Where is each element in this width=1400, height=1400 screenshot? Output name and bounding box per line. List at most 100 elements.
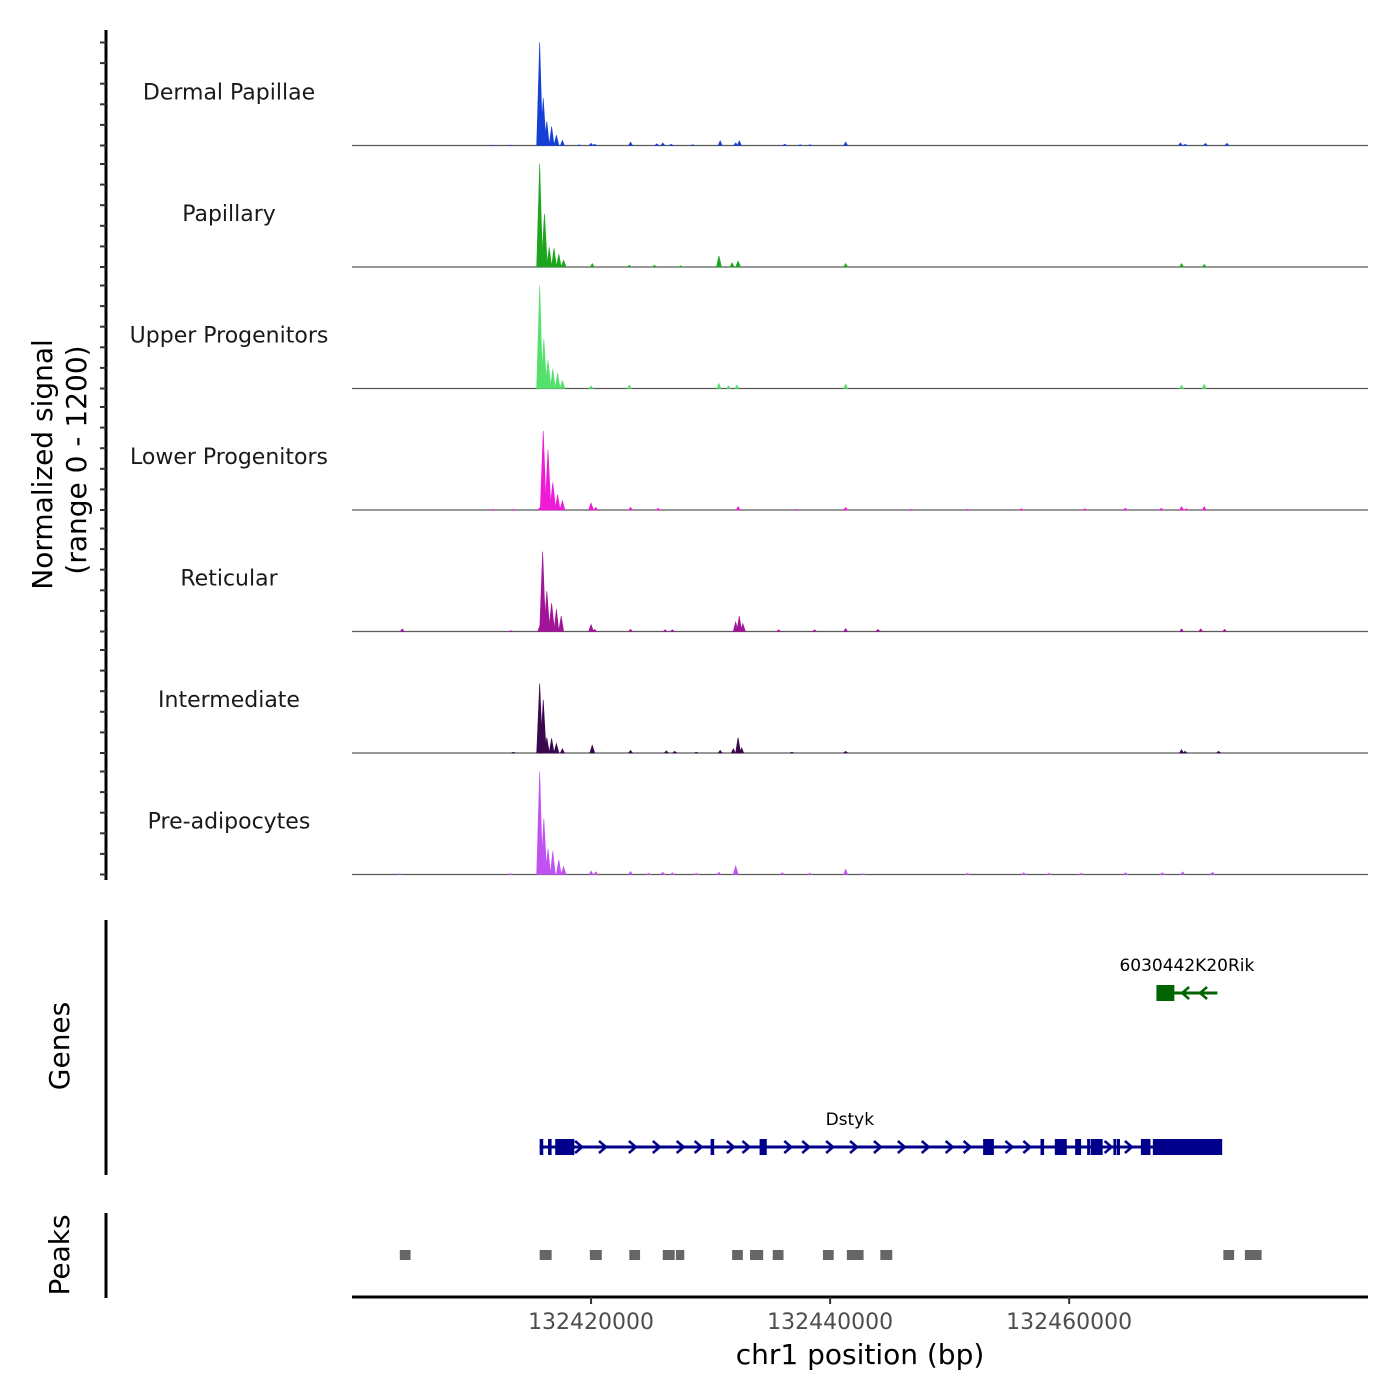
track-dermal-papillae: Dermal Papillae — [143, 42, 1368, 147]
signal-peak — [736, 616, 743, 632]
strand-arrow — [741, 1140, 752, 1154]
signal-peak — [559, 139, 565, 146]
gene-exon — [1075, 1139, 1082, 1155]
signal-peak — [399, 628, 405, 632]
gene-name-label: Dstyk — [826, 1110, 875, 1130]
signal-peak — [655, 507, 661, 511]
track-lower-progenitors: Lower Progenitors — [130, 431, 1368, 511]
signal-peak — [588, 385, 594, 389]
signal-peak — [807, 144, 812, 146]
track-label: Reticular — [180, 567, 278, 592]
strand-arrow — [693, 1140, 704, 1154]
signal-peak — [651, 264, 658, 268]
y-axis-title: Normalized signal (range 0 - 1200) — [26, 330, 93, 589]
signal-peak — [717, 749, 723, 754]
signal-peak — [1122, 872, 1129, 875]
signal-peak — [965, 508, 970, 511]
coverage-y-ticks — [100, 41, 106, 876]
signal-peak — [627, 870, 634, 875]
peak-region — [399, 1250, 411, 1260]
signal-peak — [735, 505, 741, 511]
strand-arrow — [944, 1140, 955, 1154]
strand-arrow — [1180, 986, 1190, 1000]
strand-arrow — [628, 1140, 638, 1154]
signal-peak — [843, 262, 849, 268]
strand-arrow — [726, 1140, 736, 1154]
signal-peak — [626, 384, 632, 389]
signal-peak — [1209, 871, 1216, 875]
signal-peak — [397, 873, 402, 875]
signal-peak — [716, 382, 722, 389]
peak-region — [750, 1250, 764, 1260]
track-intermediate: Intermediate — [158, 683, 1368, 754]
signal-peak — [789, 751, 794, 754]
signal-peak — [560, 865, 567, 875]
signal-peak — [490, 508, 496, 511]
signal-peak — [909, 508, 914, 511]
coverage-tracks: Dermal Papillae Papillary Upper Progenitor… — [130, 42, 1368, 876]
signal-peak — [543, 591, 551, 632]
gene-exon — [1087, 1139, 1091, 1155]
signal-peak — [554, 494, 561, 511]
signal-peak — [588, 142, 594, 146]
signal-peak — [1180, 871, 1186, 875]
peak-region — [589, 1250, 602, 1260]
signal-peak — [716, 871, 722, 875]
strand-arrow — [598, 1140, 608, 1154]
peak-region — [772, 1250, 784, 1260]
signal-peak — [779, 872, 786, 875]
x-tick-label: 132460000 — [1006, 1310, 1132, 1335]
signal-peak — [734, 384, 740, 389]
signal-peak — [539, 551, 546, 632]
gene-exon — [1156, 985, 1175, 1001]
signal-peak — [806, 872, 813, 875]
peak-region — [662, 1250, 675, 1260]
signal-peak — [781, 143, 788, 146]
signal-peak — [627, 506, 634, 511]
signal-peak — [539, 699, 547, 754]
signal-peak — [551, 248, 557, 268]
signal-peak — [875, 628, 881, 632]
signal-peak — [663, 750, 670, 754]
signal-peak — [539, 98, 547, 146]
track-label: Intermediate — [158, 688, 300, 713]
gene-exon — [548, 1139, 552, 1155]
signal-peak — [1198, 628, 1204, 632]
signal-peak — [511, 508, 516, 511]
signal-peak — [690, 144, 695, 146]
signal-peak — [1224, 142, 1230, 146]
signal-peak — [1201, 383, 1207, 389]
gene-track: 6030442K20Rik Dstyk — [539, 956, 1255, 1155]
gene-exon — [1140, 1139, 1151, 1155]
signal-peak — [775, 629, 782, 632]
signal-peak — [735, 260, 742, 268]
gene-exon — [983, 1139, 994, 1155]
track-reticular: Reticular — [180, 551, 1368, 633]
signal-peak — [577, 144, 582, 146]
signal-peak — [730, 747, 736, 754]
signal-peak — [555, 254, 562, 268]
signal-peak — [729, 261, 735, 268]
signal-peak — [1221, 628, 1228, 632]
signal-peak — [591, 143, 598, 146]
signal-peak — [811, 629, 818, 632]
track-label: Papillary — [182, 202, 276, 227]
signal-peak — [732, 864, 739, 875]
track-label: Lower Progenitors — [130, 445, 328, 470]
signal-peak — [843, 868, 849, 875]
signal-peak — [843, 506, 849, 511]
signal-peak — [559, 747, 565, 754]
signal-peak — [589, 744, 596, 754]
signal-peak — [544, 360, 552, 389]
signal-peak — [735, 737, 741, 754]
gene-exon — [1054, 1139, 1067, 1155]
y-axis-title-line-1: Normalized signal — [26, 339, 59, 590]
signal-peak — [553, 742, 560, 754]
gene-exon — [1116, 1139, 1120, 1155]
signal-peak — [589, 262, 595, 268]
strand-arrow — [651, 1140, 662, 1154]
signal-peak — [549, 851, 556, 875]
signal-peak — [548, 126, 555, 146]
peak-region — [1223, 1250, 1235, 1260]
signal-peak — [1018, 508, 1025, 511]
